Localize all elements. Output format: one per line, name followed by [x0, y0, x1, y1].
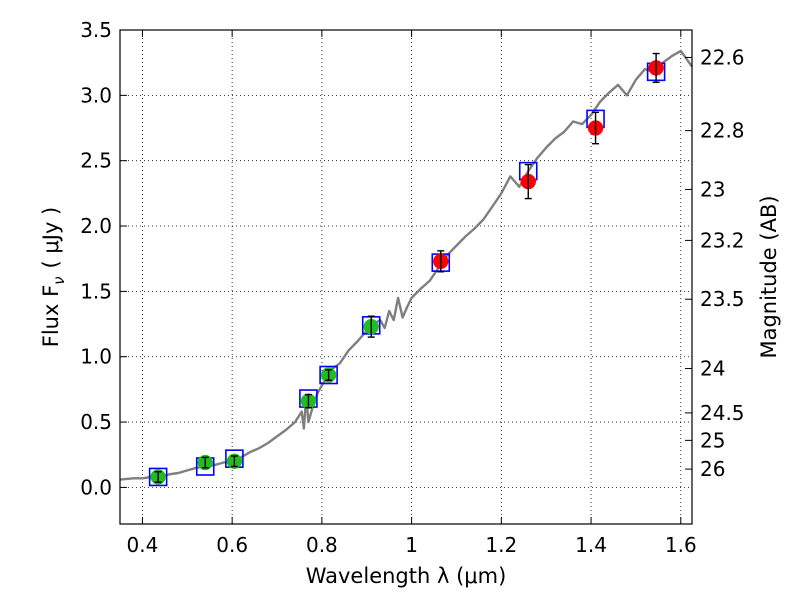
right-tick-label: 24: [700, 356, 725, 380]
right-tick-label: 23.5: [700, 287, 745, 311]
right-tick-label: 23.2: [700, 228, 745, 252]
x-tick-label: 0.8: [306, 533, 338, 557]
plot-layer: [119, 49, 693, 487]
svg-text:Flux Fν( μJy ): Flux Fν ( μJy ): [39, 207, 68, 348]
y-tick-label: 1.5: [80, 279, 112, 303]
x-tick-label: 1.2: [485, 533, 517, 557]
x-tick-label: 1: [405, 533, 418, 557]
spectrum-line: [119, 49, 693, 481]
model-band-square: [148, 467, 168, 487]
y-axis-label-unit: ( μJy ): [39, 207, 63, 269]
x-tick-label: 1.6: [665, 533, 697, 557]
grid-layer: [120, 29, 692, 524]
right-axis-label: Magnitude (AB): [757, 195, 781, 358]
right-tick-label: 22.8: [700, 119, 745, 143]
tick-layer: 0.4 0.6 0.8 1 1.2 1.4 1.6 0.0 0.5 1.0 1.5 2.0 2.5 3.0…: [80, 18, 744, 557]
right-tick-label: 26: [700, 457, 725, 481]
y-tick-label: 3.5: [80, 18, 112, 42]
y-tick-label: 2.5: [80, 149, 112, 173]
y-tick-label: 0.0: [80, 475, 112, 499]
right-tick-label: 22.6: [700, 45, 745, 69]
right-tick-label: 23: [700, 177, 725, 201]
y-tick-label: 1.0: [80, 345, 112, 369]
x-tick-label: 0.4: [127, 533, 159, 557]
y-tick-label: 3.0: [80, 83, 112, 107]
right-tick-label: 24.5: [700, 401, 745, 425]
x-axis-label: Wavelength λ (μm): [306, 564, 507, 588]
right-tick-label: 25: [700, 428, 725, 452]
y-axis-label-sub: ν: [50, 276, 68, 284]
plot-frame: [119, 29, 693, 525]
model-band-square: [319, 365, 338, 385]
y-axis-label-group: Flux Fν ( μJy ): [39, 207, 68, 348]
y-axis-label: Flux F: [39, 285, 63, 347]
y-tick-label: 2.0: [80, 214, 112, 238]
x-tick-label: 0.6: [216, 533, 248, 557]
y-tick-label: 0.5: [80, 410, 112, 434]
x-tick-label: 1.4: [575, 533, 607, 557]
